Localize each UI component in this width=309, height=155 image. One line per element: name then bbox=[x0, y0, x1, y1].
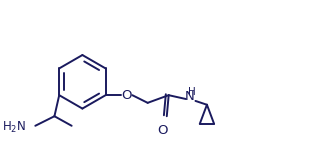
Text: N: N bbox=[185, 90, 195, 103]
Text: H: H bbox=[188, 87, 196, 97]
Text: O: O bbox=[121, 89, 132, 102]
Text: O: O bbox=[158, 124, 168, 137]
Text: H$_2$N: H$_2$N bbox=[2, 120, 26, 135]
